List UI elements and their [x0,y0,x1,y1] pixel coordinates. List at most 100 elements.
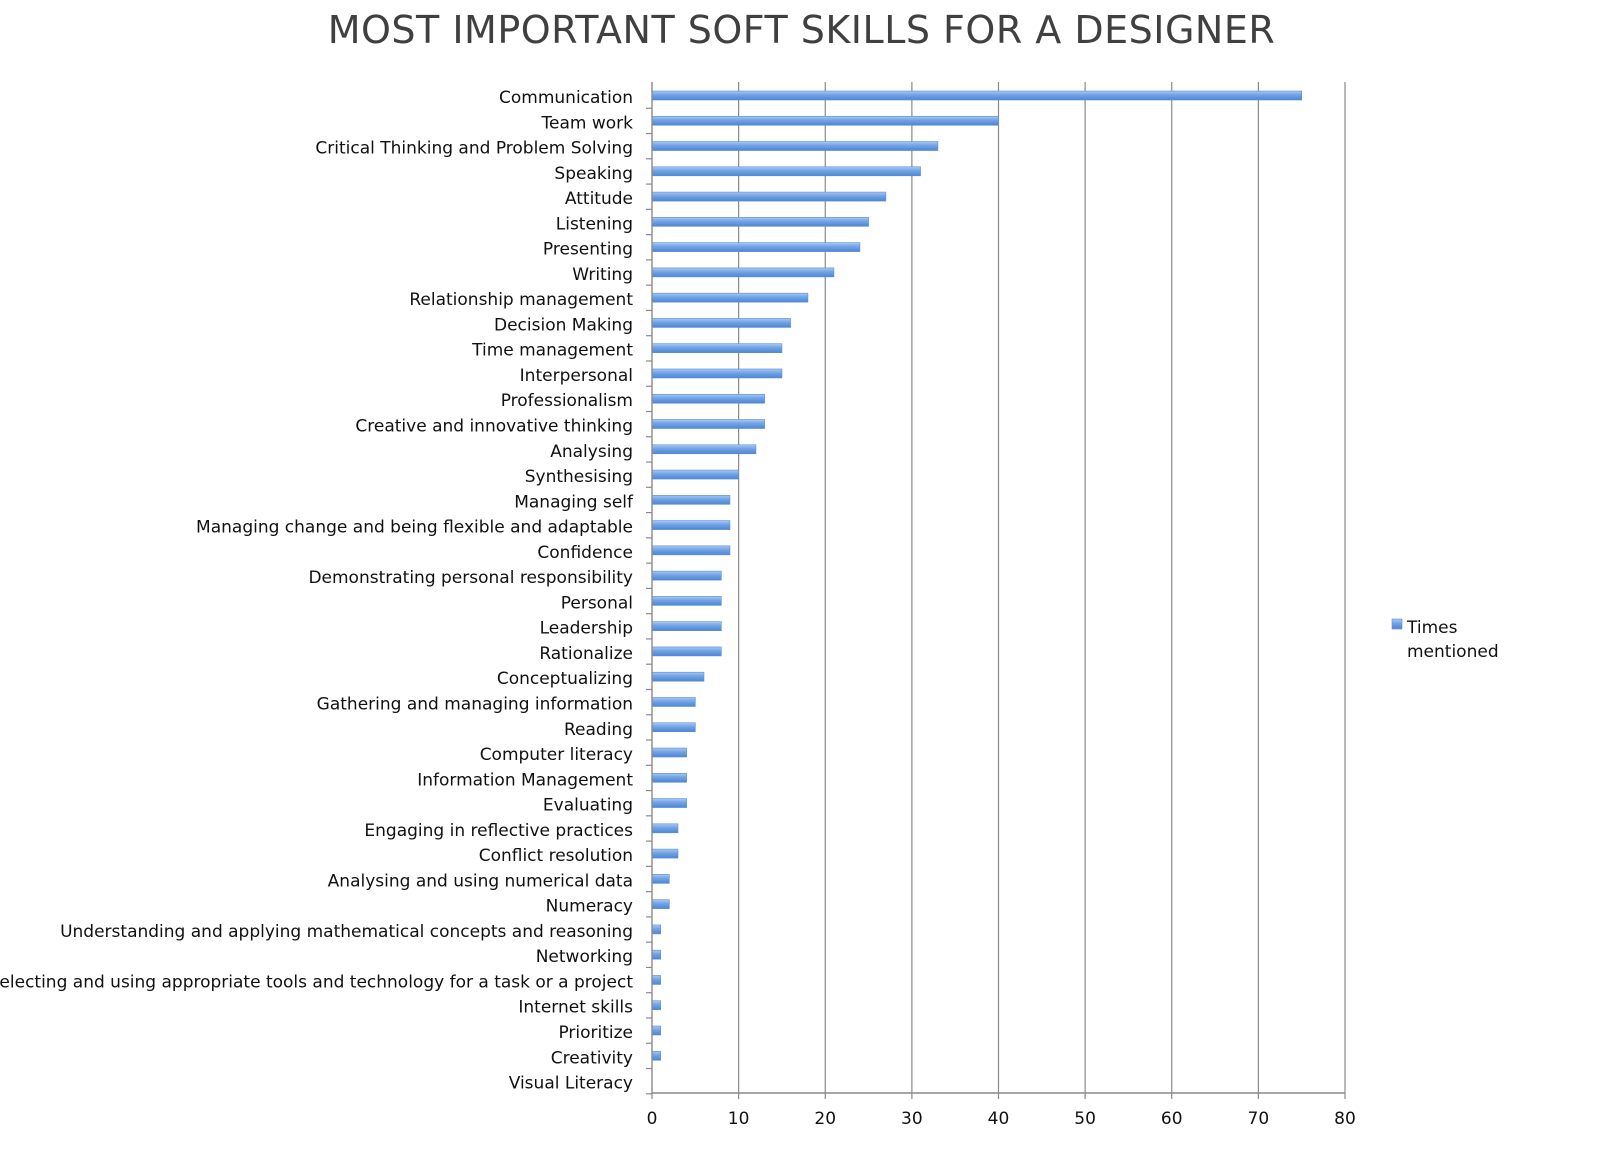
category-label: Attitude [565,189,633,209]
bar [651,444,757,455]
bar [651,671,705,682]
bar [651,343,783,354]
category-label: Managing change and being flexible and a… [196,518,633,538]
axes [646,82,1346,1099]
x-tick-label-20: 20 [814,1109,836,1129]
category-label: Confidence [537,543,633,563]
bar [651,393,765,404]
category-label: Creativity [551,1048,633,1068]
bar [651,267,835,278]
category-label: Internet skills [518,998,633,1018]
bar [651,242,861,252]
x-tick-label-10: 10 [728,1109,750,1129]
category-label: Team work [541,113,634,133]
category-label: Communication [499,88,633,108]
category-label: Gathering and managing information [317,694,633,714]
category-label: Presenting [543,240,633,260]
x-tick-label-0: 0 [647,1109,658,1129]
category-label: Interpersonal [520,366,633,386]
x-tick-label-60: 60 [1161,1109,1183,1129]
category-label: Engaging in reflective practices [364,821,633,841]
grid-lines [738,82,1346,1093]
bar [651,874,670,884]
category-label: Relationship management [409,290,633,310]
bar [651,115,999,126]
category-label: Time management [471,341,633,361]
bar [651,823,679,834]
bar [651,570,722,581]
category-label: Critical Thinking and Problem Solving [315,139,633,159]
category-label: Leadership [540,619,633,639]
bar [651,90,1302,101]
bar [651,368,783,379]
legend: Times mentioned [1391,618,1499,662]
chart-title: MOST IMPORTANT SOFT SKILLS FOR A DESIGNE… [327,8,1276,52]
bar [651,621,722,631]
category-label: Synthesising [525,467,633,487]
bar [651,469,739,480]
x-tick-label-40: 40 [988,1109,1010,1129]
bar [651,848,679,859]
category-label: Analysing [550,442,633,462]
category-label: Prioritize [558,1023,633,1043]
legend-label-line: mentioned [1407,642,1499,662]
bars [651,90,1302,1061]
x-tick-label-80: 80 [1334,1109,1356,1129]
bar [651,292,809,303]
category-label: Writing [572,265,633,285]
category-label: Creative and innovative thinking [355,417,633,437]
category-label: Understanding and applying mathematical … [60,922,633,942]
bar [651,596,722,606]
category-label: Personal [561,593,633,613]
category-label: Evaluating [543,796,633,816]
bar [651,1050,661,1061]
bar [651,419,765,429]
category-label: Numeracy [546,897,633,917]
bar [651,924,661,935]
bar [651,899,670,909]
bar [651,772,687,783]
x-tick-label-30: 30 [901,1109,923,1129]
category-label: Reading [564,720,633,740]
bar [651,697,696,707]
category-label: Information Management [417,770,633,790]
category-label: Demonstrating personal responsibility [308,568,633,588]
bar [651,646,722,657]
x-tick-label-50: 50 [1074,1109,1096,1129]
bar [651,191,887,202]
category-label: Conflict resolution [479,846,633,866]
category-label: Decision Making [494,315,633,335]
bar [651,798,687,808]
category-label: Rationalize [539,644,633,664]
legend-label: Times mentioned [1406,618,1499,662]
x-tick-labels: 0 10 20 30 40 50 60 70 80 [647,1109,1356,1129]
x-tick-label-70: 70 [1248,1109,1270,1129]
category-labels: Communication Team work Critical Thinking … [0,88,634,1094]
bar [651,166,921,177]
bar [651,1025,661,1036]
category-label: Computer literacy [480,745,633,765]
legend-label-line: Times [1406,618,1458,638]
category-label: Selecting and using appropriate tools an… [0,972,633,992]
bar [651,975,661,985]
bar [651,141,939,151]
bar [651,520,731,530]
bar [651,1000,661,1011]
bar [651,495,731,505]
category-label: Professionalism [501,391,633,411]
category-label: Analysing and using numerical data [328,871,633,891]
bar [651,318,791,328]
category-label: Speaking [554,164,633,184]
bar [651,545,731,556]
legend-swatch [1391,618,1403,630]
category-label: Managing self [514,492,634,512]
category-label: Listening [556,214,633,234]
bar [651,949,661,960]
category-label: Visual Literacy [509,1074,633,1094]
bar [651,217,869,227]
bar [651,747,687,758]
category-label: Conceptualizing [497,669,633,689]
bar [651,722,696,733]
